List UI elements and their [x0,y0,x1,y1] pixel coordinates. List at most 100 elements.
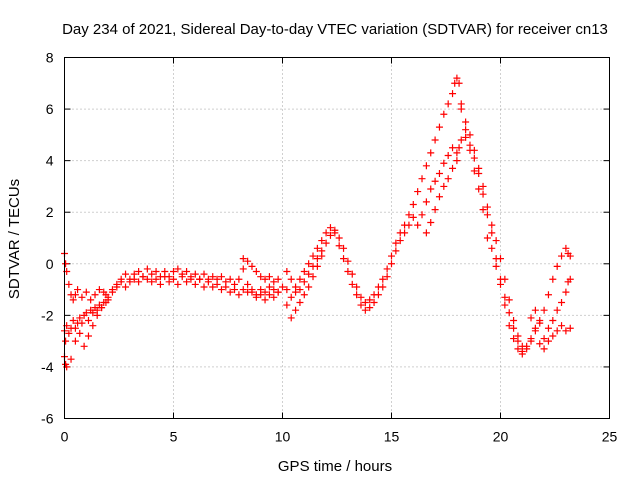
data-point-track-b [444,151,452,159]
data-point-track-b [152,268,160,276]
data-point-track-b [231,280,239,288]
data-point-track-c [479,190,487,198]
data-point-track-b [126,275,134,283]
data-point-track-a [69,317,77,325]
x-axis-label: GPS time / hours [278,458,392,475]
x-tick-label: 10 [275,429,291,445]
data-point-track-a [409,200,417,208]
data-point-track-b [239,255,247,263]
data-point-track-c [309,273,317,281]
data-point-track-b [510,324,518,332]
data-point-track-a [449,90,457,98]
data-point-track-b [492,255,500,263]
data-point-track-b [488,244,496,252]
data-point-track-b [274,275,282,283]
data-point-track-a [78,319,86,327]
data-point-track-a [305,270,313,278]
data-point-track-c [544,324,552,332]
data-point-track-b [383,273,391,281]
data-point-track-c [435,193,443,201]
data-point-track-a [340,244,348,252]
data-point-track-a [287,293,295,301]
data-point-track-a [71,324,79,332]
data-point-track-b [217,273,225,281]
data-point-track-c [67,355,75,363]
y-tick-label: 8 [46,50,54,66]
y-tick-label: 0 [46,256,54,272]
data-point-track-c [261,296,269,304]
data-point-track-a [549,275,557,283]
data-point-track-b [562,327,570,335]
data-point-track-b [235,275,243,283]
data-point-track-b [270,278,278,286]
data-point-track-a [427,149,435,157]
data-point-track-a [435,123,443,131]
grid-lines [64,57,610,419]
data-point-track-b [457,136,465,144]
data-point-track-b [170,268,177,276]
data-point-track-c [488,229,496,237]
data-point-track-b [409,213,417,221]
data-point-track-c [540,335,548,343]
data-point-track-a [283,286,291,294]
data-point-track-b [226,275,234,283]
data-point-track-b [222,278,230,286]
data-point-track-a [357,293,365,301]
data-point-track-b [414,221,422,229]
data-point-track-a [388,252,395,260]
data-point-track-a [431,136,439,144]
y-tick-label: 2 [46,204,54,220]
data-point-track-b [87,296,95,304]
data-point-track-a [466,131,474,139]
data-point-track-c [527,314,535,322]
data-point-track-a [122,283,130,291]
data-point-track-b [244,257,252,265]
data-point-track-b [78,293,86,301]
data-point-track-a [148,278,156,286]
data-point-track-c [76,329,84,337]
data-point-track-b [313,244,321,252]
data-point-track-a [562,244,570,252]
data-point-track-a [226,288,234,296]
data-point-track-a [89,309,97,317]
x-tick-label: 15 [384,429,400,445]
data-point-track-a [488,221,496,229]
data-point-track-a [405,211,413,219]
data-point-track-b [340,255,348,263]
data-point-track-b [62,260,70,268]
data-point-track-b [100,288,108,296]
data-point-track-b [527,335,535,343]
data-point-track-c [71,337,79,345]
data-point-track-b [91,291,99,299]
data-point-track-b [213,275,221,283]
data-point-track-a [326,231,334,239]
data-point-track-c [497,280,504,288]
data-point-track-b [505,309,513,317]
data-point-track-b [69,296,77,304]
data-point-track-c [252,293,260,301]
data-point-track-c [270,293,278,301]
data-point-track-a [183,278,191,286]
data-point-track-b [261,275,269,283]
data-point-track-a [235,291,243,299]
data-point-track-b [209,273,217,281]
data-point-track-b [374,291,382,299]
data-point-track-a [544,291,552,299]
data-point-track-b [388,260,395,268]
data-point-track-b [326,224,334,232]
data-point-track-c [518,350,526,358]
data-point-track-a [348,270,356,278]
data-points [61,74,574,371]
data-point-track-c [466,141,474,149]
data-point-track-a [82,309,90,317]
data-point-track-c [287,314,295,322]
data-point-track-c [300,291,308,299]
data-point-track-b [135,268,143,276]
data-point-track-c [492,262,500,270]
data-point-track-b [331,229,339,237]
data-point-track-c [318,252,326,260]
data-point-track-a [453,74,461,82]
data-point-track-a [300,278,308,286]
data-point-track-c [536,319,544,327]
